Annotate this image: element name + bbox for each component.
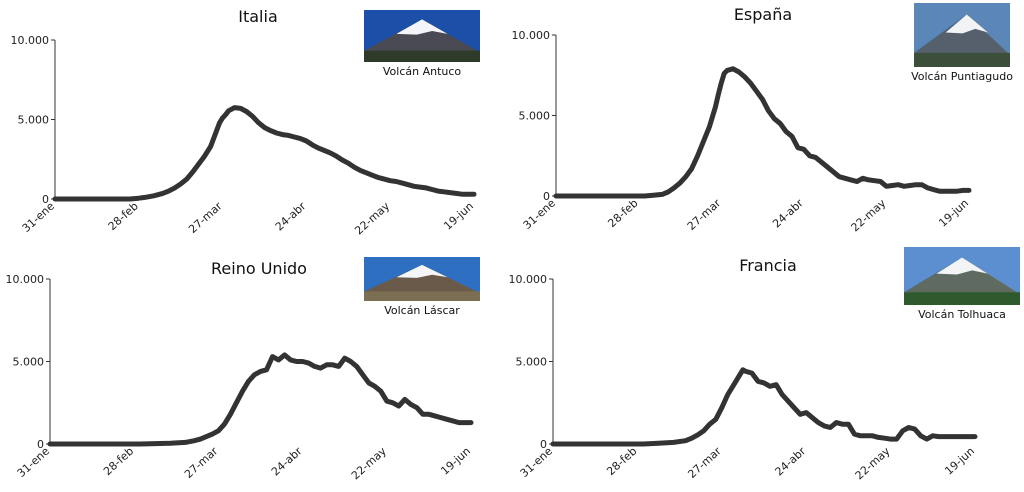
x-tick-label: 27-mar — [685, 444, 724, 481]
x-tick-label: 28-feb — [605, 197, 640, 230]
x-tick-label: 22-may — [352, 199, 392, 237]
photo-ground — [364, 50, 480, 62]
y-tick-label: 5.000 — [519, 110, 551, 123]
x-tick-label: 24-abr — [269, 444, 305, 478]
x-tick-label: 31-ene — [518, 444, 555, 480]
series-line — [550, 367, 978, 447]
y-tick-label: 5.000 — [516, 356, 548, 369]
photo-ground — [904, 292, 1020, 305]
y-tick-label: 5.000 — [18, 114, 50, 127]
y-tick-label: 0 — [543, 190, 550, 203]
photo-snow — [396, 19, 448, 35]
y-tick-label: 10.000 — [512, 29, 551, 42]
x-tick-label: 19-jun — [942, 445, 977, 478]
x-tick-label: 27-mar — [685, 196, 724, 233]
x-tick-label: 24-abr — [773, 444, 809, 478]
photo-snow — [936, 257, 988, 275]
x-tick-label: 22-may — [853, 444, 893, 482]
x-tick-label: 24-abr — [770, 196, 806, 230]
y-tick-label: 0 — [37, 438, 44, 451]
y-tick-label: 10.000 — [6, 273, 45, 286]
chart-title: Reino Unido — [211, 259, 307, 278]
photo-mountain — [904, 257, 1020, 295]
y-tick-label: 10.000 — [509, 273, 548, 286]
chart-panel: Italia Volcán Antuco 0 5.000 10.000 31-ene 28-… — [11, 7, 480, 237]
x-tick-label: 19-jun — [936, 197, 971, 230]
photo-ground — [914, 52, 1010, 67]
x-tick-label: 31-ene — [20, 199, 57, 235]
volcano-photo — [914, 3, 1010, 67]
photo-snow — [396, 264, 448, 278]
photo-mountain — [364, 264, 480, 294]
x-tick-label: 22-may — [349, 444, 389, 482]
photo-caption: Volcán Puntiagudo — [911, 70, 1013, 83]
x-tick-label: 22-may — [849, 196, 889, 234]
photo-caption: Volcán Antuco — [383, 65, 462, 78]
chart-title: España — [734, 5, 792, 24]
series-line — [553, 66, 972, 199]
x-tick-label: 27-mar — [182, 444, 221, 481]
y-tick-label: 0 — [540, 438, 547, 451]
x-tick-label: 24-abr — [273, 199, 309, 233]
y-tick-label: 10.000 — [11, 34, 50, 47]
volcano-photo — [364, 10, 480, 62]
x-tick-label: 19-jun — [441, 200, 476, 233]
y-tick-label: 0 — [42, 193, 49, 206]
y-tick-label: 5.000 — [13, 356, 45, 369]
x-tick-label: 28-feb — [101, 445, 136, 478]
photo-snow — [945, 14, 988, 34]
series-line — [52, 105, 477, 202]
photo-mountain — [914, 14, 1010, 55]
x-tick-label: 19-jun — [438, 445, 473, 478]
chart-panel: Reino Unido Volcán Láscar 0 5.000 10.000 31-e… — [6, 257, 480, 482]
series-line — [47, 352, 474, 447]
photo-ground — [364, 291, 480, 301]
chart-panel: Francia Volcán Tolhuaca 0 5.000 10.000 31-ene… — [509, 247, 1020, 482]
photo-caption: Volcán Tolhuaca — [918, 308, 1006, 321]
chart-title: Francia — [739, 256, 797, 275]
x-tick-label: 28-feb — [604, 445, 639, 478]
chart-title: Italia — [238, 7, 278, 26]
x-tick-label: 28-feb — [106, 200, 141, 233]
x-tick-label: 31-ene — [15, 444, 52, 480]
photo-mountain — [364, 19, 480, 53]
volcano-photo — [364, 257, 480, 301]
photo-caption: Volcán Láscar — [384, 304, 460, 317]
volcano-photo — [904, 247, 1020, 305]
x-tick-label: 27-mar — [186, 199, 225, 236]
x-tick-label: 31-ene — [521, 196, 558, 232]
chart-panel: España Volcán Puntiagudo 0 5.000 10.000 31-en… — [512, 3, 1013, 234]
